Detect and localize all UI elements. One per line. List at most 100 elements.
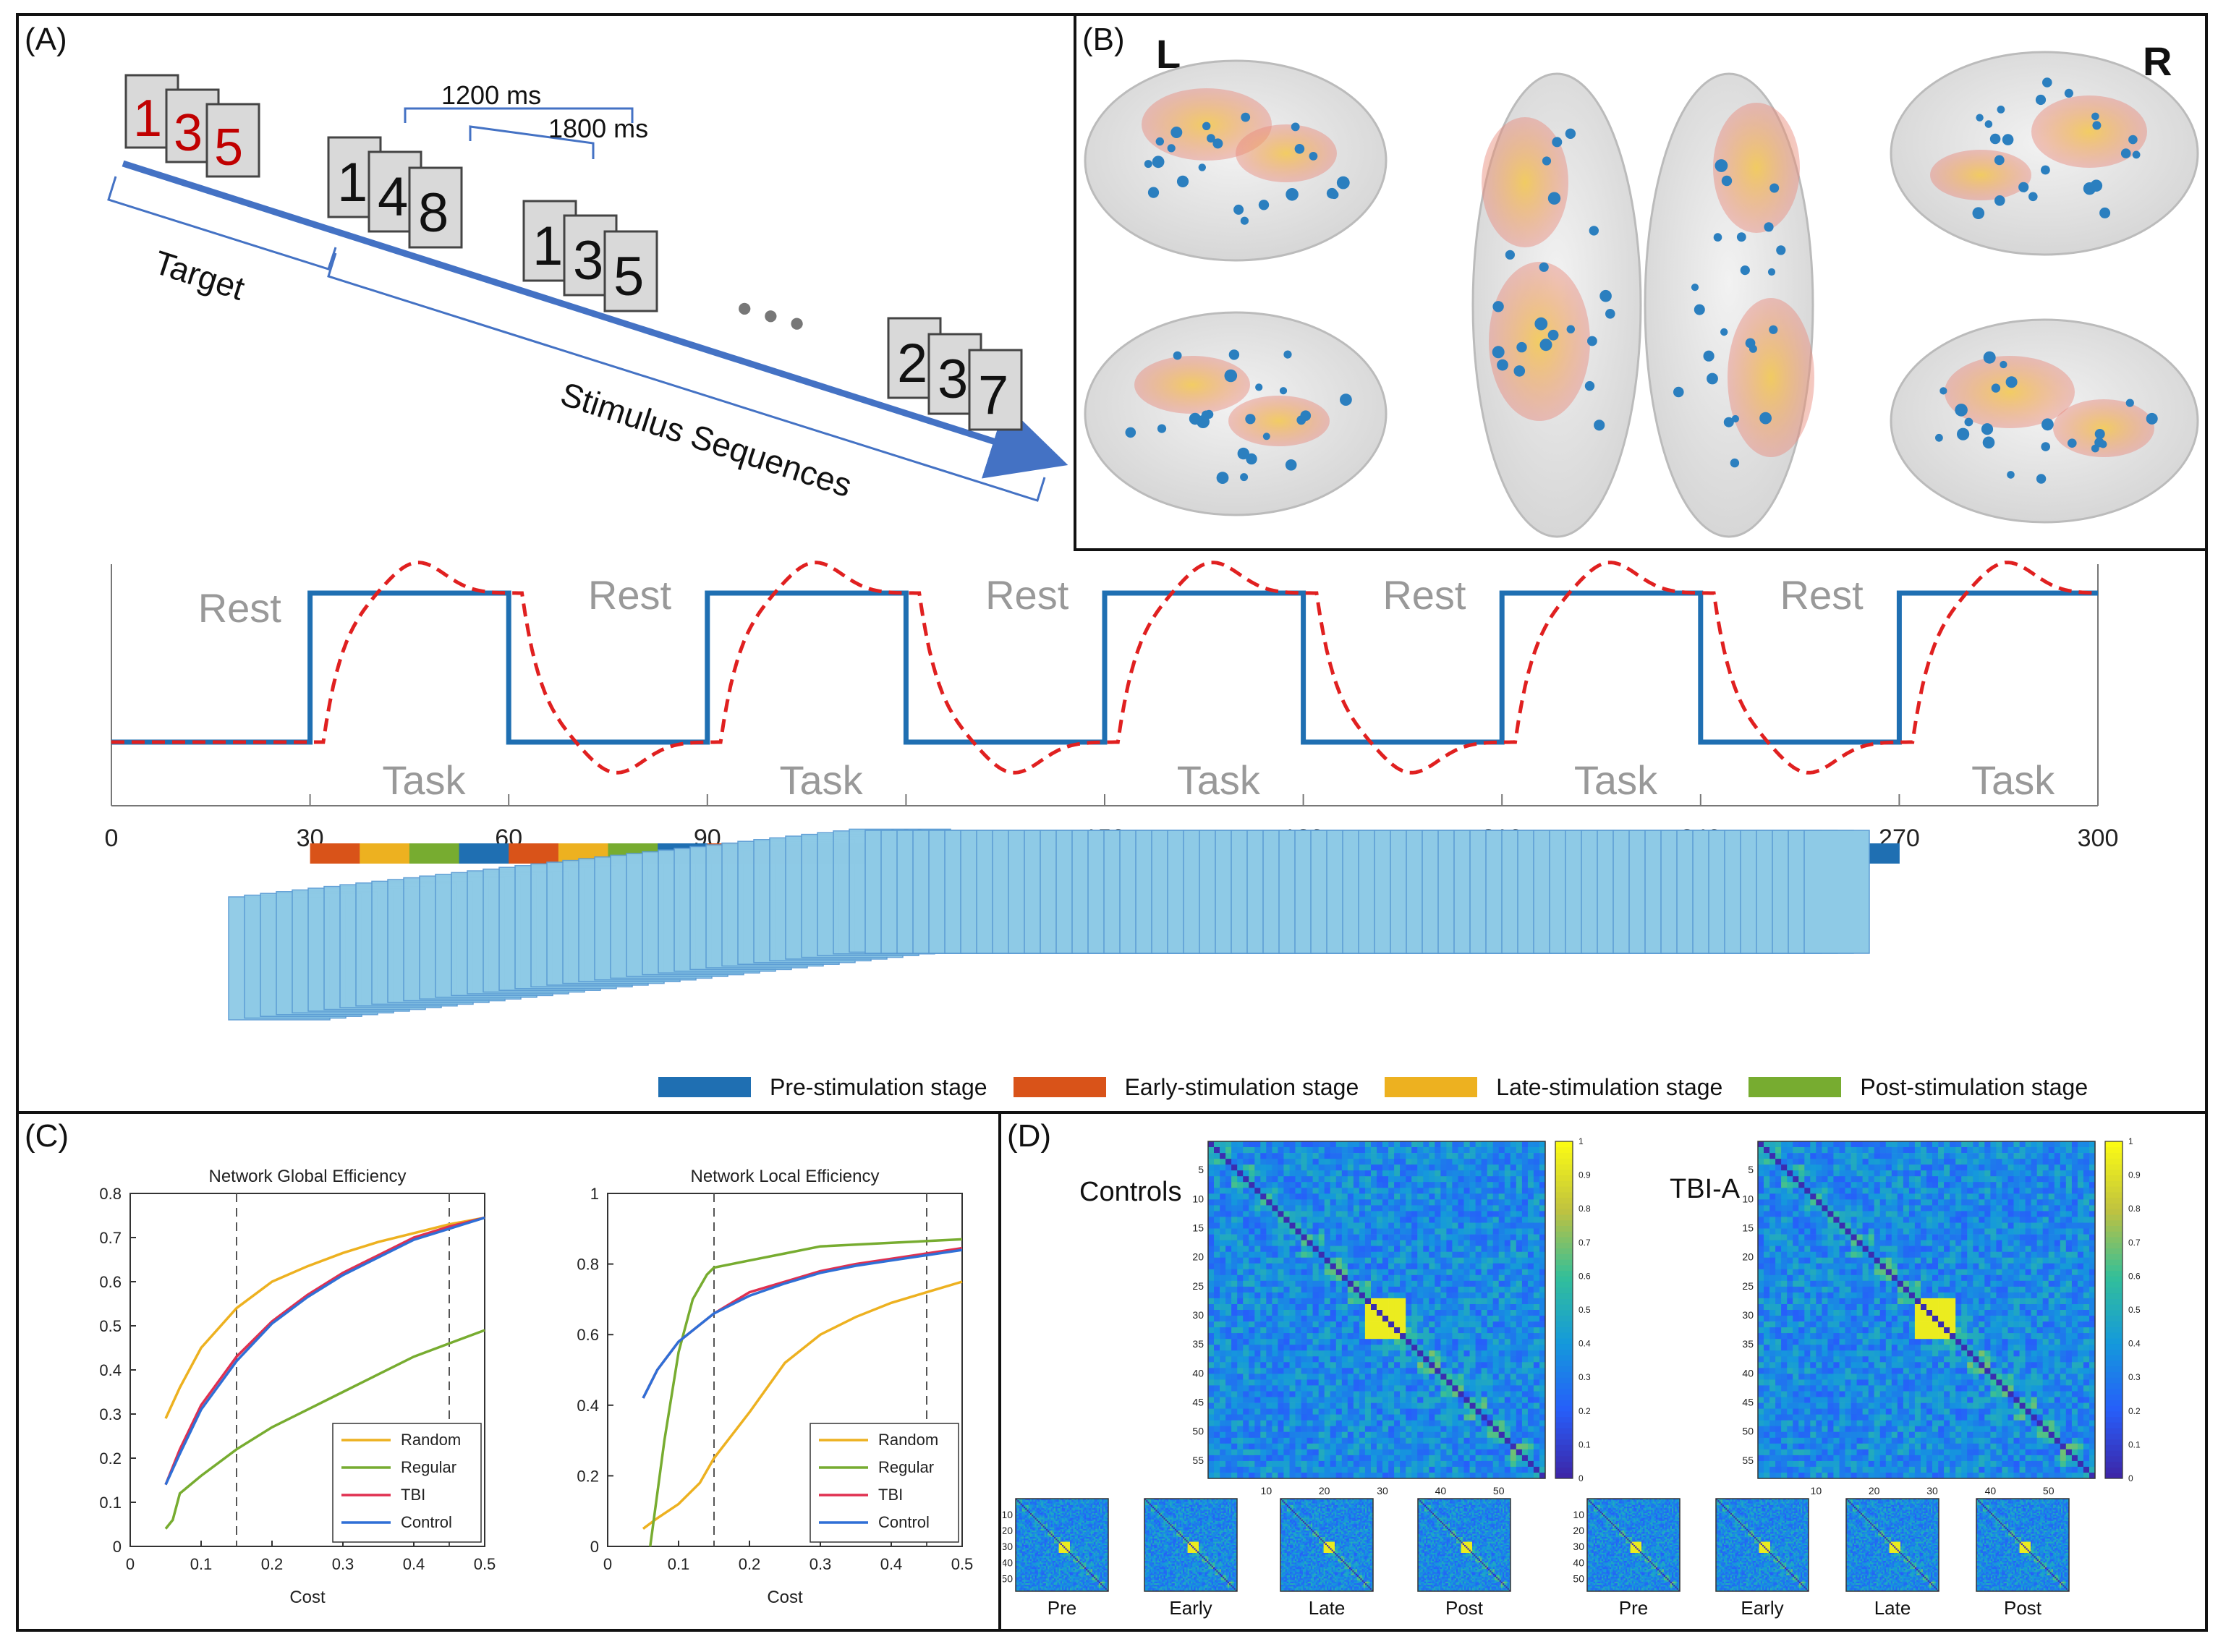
matrix-cell <box>1354 1188 1359 1193</box>
matrix-cell <box>1208 1211 1214 1217</box>
matrix-cell <box>1278 1176 1283 1182</box>
matrix-cell <box>1493 1211 1499 1217</box>
matrix-cell <box>1266 1141 1272 1147</box>
matrix-cell <box>1342 1205 1348 1211</box>
matrix-cell <box>1417 1159 1423 1165</box>
matrix-cell <box>1435 1252 1440 1258</box>
matrix-cell <box>1342 1170 1348 1176</box>
brain-node <box>1534 318 1547 331</box>
matrix-cell <box>1406 1188 1411 1193</box>
matrix-cell <box>1528 1193 1534 1199</box>
matrix-cell <box>1260 1235 1266 1240</box>
matrix-cell <box>1539 1159 1545 1165</box>
matrix-cell <box>1290 1252 1296 1258</box>
matrix-cell <box>1400 1165 1406 1170</box>
matrix-cell <box>1231 1159 1237 1165</box>
matrix-cell <box>1482 1217 1487 1222</box>
rest-label: Rest <box>588 572 672 618</box>
matrix-cell <box>1446 1252 1452 1258</box>
matrix-cell <box>1266 1170 1272 1176</box>
matrix-cell <box>1231 1147 1237 1153</box>
matrix-cell <box>1522 1246 1528 1252</box>
matrix-cell <box>1260 1147 1266 1153</box>
matrix-cell <box>1371 1235 1377 1240</box>
matrix-cell <box>1301 1170 1307 1176</box>
matrix-cell <box>1429 1182 1435 1188</box>
matrix-cell <box>1272 1141 1278 1147</box>
matrix-cell <box>1290 1223 1296 1229</box>
matrix-cell <box>1325 1235 1330 1240</box>
matrix-cell <box>1249 1159 1254 1165</box>
matrix-cell <box>1429 1141 1435 1147</box>
matrix-cell <box>1348 1199 1354 1205</box>
task-label: Task <box>382 757 466 803</box>
matrix-cell <box>1493 1141 1499 1147</box>
matrix-cell <box>1301 1229 1307 1235</box>
brain-node <box>1189 413 1201 425</box>
matrix-cell <box>1493 1165 1499 1170</box>
matrix-cell <box>1342 1176 1348 1182</box>
matrix-cell <box>1330 1153 1336 1159</box>
matrix-cell <box>1522 1205 1528 1211</box>
x-tick-label: 0.5 <box>951 1555 974 1573</box>
brain-node <box>1340 393 1352 406</box>
matrix-cell <box>1243 1176 1249 1182</box>
matrix-cell <box>1458 1235 1464 1240</box>
matrix-cell <box>1400 1229 1406 1235</box>
matrix-cell <box>1283 1246 1289 1252</box>
y-tick-label: 1 <box>590 1185 599 1203</box>
matrix-cell <box>1458 1170 1464 1176</box>
matrix-cell <box>1348 1258 1354 1264</box>
legend-item: Early-stimulation stage <box>1014 1074 1369 1101</box>
matrix-cell <box>1464 1252 1470 1258</box>
brain-node <box>1280 387 1287 394</box>
matrix-cell <box>1371 1252 1377 1258</box>
matrix-cell <box>1476 1193 1482 1199</box>
matrix-cell <box>1388 1193 1394 1199</box>
matrix-cell <box>1354 1141 1359 1147</box>
matrix-cell <box>1534 1223 1539 1229</box>
matrix-cell <box>1260 1205 1266 1211</box>
matrix-cell <box>1319 1170 1325 1176</box>
stimulus-digit: 3 <box>573 230 603 291</box>
matrix-cell <box>1470 1205 1476 1211</box>
matrix-cell <box>1388 1205 1394 1211</box>
brain-node <box>1965 418 1973 427</box>
matrix-cell <box>1446 1258 1452 1264</box>
matrix-cell <box>1371 1182 1377 1188</box>
brain-node <box>2000 361 2007 368</box>
matrix-cell <box>1301 1223 1307 1229</box>
matrix-cell <box>1313 1147 1319 1153</box>
matrix-cell <box>1539 1235 1545 1240</box>
matrix-cell <box>1539 1252 1545 1258</box>
x-tick-label: 0 <box>126 1555 135 1573</box>
matrix-cell <box>1482 1235 1487 1240</box>
matrix-cell <box>1458 1176 1464 1182</box>
matrix-cell <box>1237 1176 1243 1182</box>
matrix-cell <box>1406 1211 1411 1217</box>
matrix-cell <box>1272 1211 1278 1217</box>
matrix-cell <box>1278 1147 1283 1153</box>
matrix-cell <box>1348 1252 1354 1258</box>
matrix-cell <box>1464 1153 1470 1159</box>
matrix-cell <box>1354 1193 1359 1199</box>
matrix-cell <box>1307 1229 1313 1235</box>
matrix-cell <box>1225 1182 1231 1188</box>
matrix-cell <box>1266 1252 1272 1258</box>
matrix-cell <box>1354 1240 1359 1246</box>
matrix-cell <box>1400 1205 1406 1211</box>
legend-entry: Control <box>878 1513 930 1531</box>
matrix-cell <box>1220 1223 1225 1229</box>
matrix-cell <box>1539 1153 1545 1159</box>
matrix-cell <box>1388 1229 1394 1235</box>
matrix-cell <box>1313 1240 1319 1246</box>
matrix-cell <box>1528 1141 1534 1147</box>
matrix-cell <box>1260 1211 1266 1217</box>
matrix-cell <box>1446 1170 1452 1176</box>
matrix-cell <box>1528 1153 1534 1159</box>
matrix-cell <box>1458 1188 1464 1193</box>
matrix-cell <box>1522 1188 1528 1193</box>
matrix-cell <box>1505 1147 1510 1153</box>
matrix-cell <box>1510 1188 1516 1193</box>
brain-node <box>1764 222 1773 231</box>
